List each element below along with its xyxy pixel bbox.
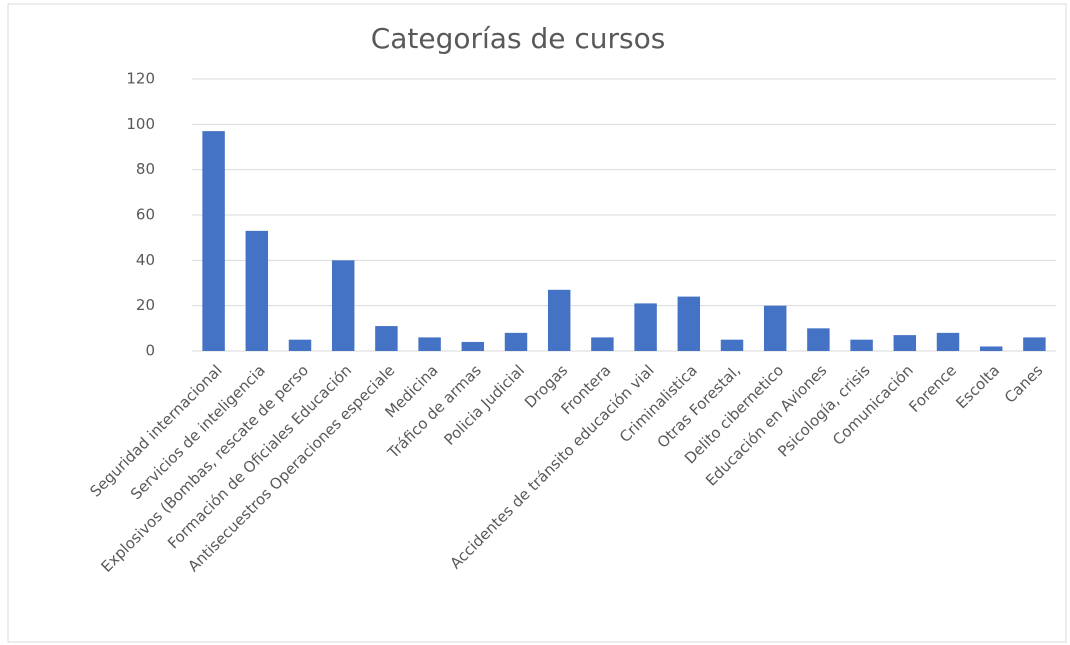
- bar: [850, 339, 873, 351]
- bar: [504, 332, 528, 351]
- chart-frame: [7, 3, 1067, 643]
- bar: [331, 260, 355, 351]
- y-tick-label: 100: [126, 115, 155, 133]
- bar: [807, 328, 830, 351]
- bar: [288, 339, 312, 351]
- bar: [202, 131, 225, 351]
- x-tick-label: Canes: [1001, 361, 1047, 407]
- x-tick-label: Escolta: [952, 361, 1003, 412]
- y-tick-label: 40: [136, 251, 155, 269]
- y-tick-label: 60: [136, 206, 155, 224]
- bar: [1023, 337, 1046, 351]
- bar: [461, 341, 485, 351]
- bar: [547, 289, 571, 351]
- bar: [720, 339, 744, 351]
- bar: [591, 337, 614, 351]
- y-tick-label: 80: [136, 160, 155, 178]
- bar: [893, 335, 917, 351]
- y-tick-label: 120: [126, 70, 155, 88]
- bar: [375, 326, 398, 351]
- bar: [979, 346, 1003, 351]
- bar: [418, 337, 441, 351]
- y-tick-label: 0: [145, 342, 155, 360]
- bar: [677, 296, 701, 351]
- bar: [936, 332, 960, 351]
- bar: [763, 305, 787, 351]
- bar: [634, 303, 657, 351]
- x-tick-label: Forence: [905, 361, 960, 416]
- chart-title: Categorías de cursos: [371, 22, 666, 55]
- y-tick-label: 20: [136, 296, 155, 314]
- bar: [245, 230, 269, 351]
